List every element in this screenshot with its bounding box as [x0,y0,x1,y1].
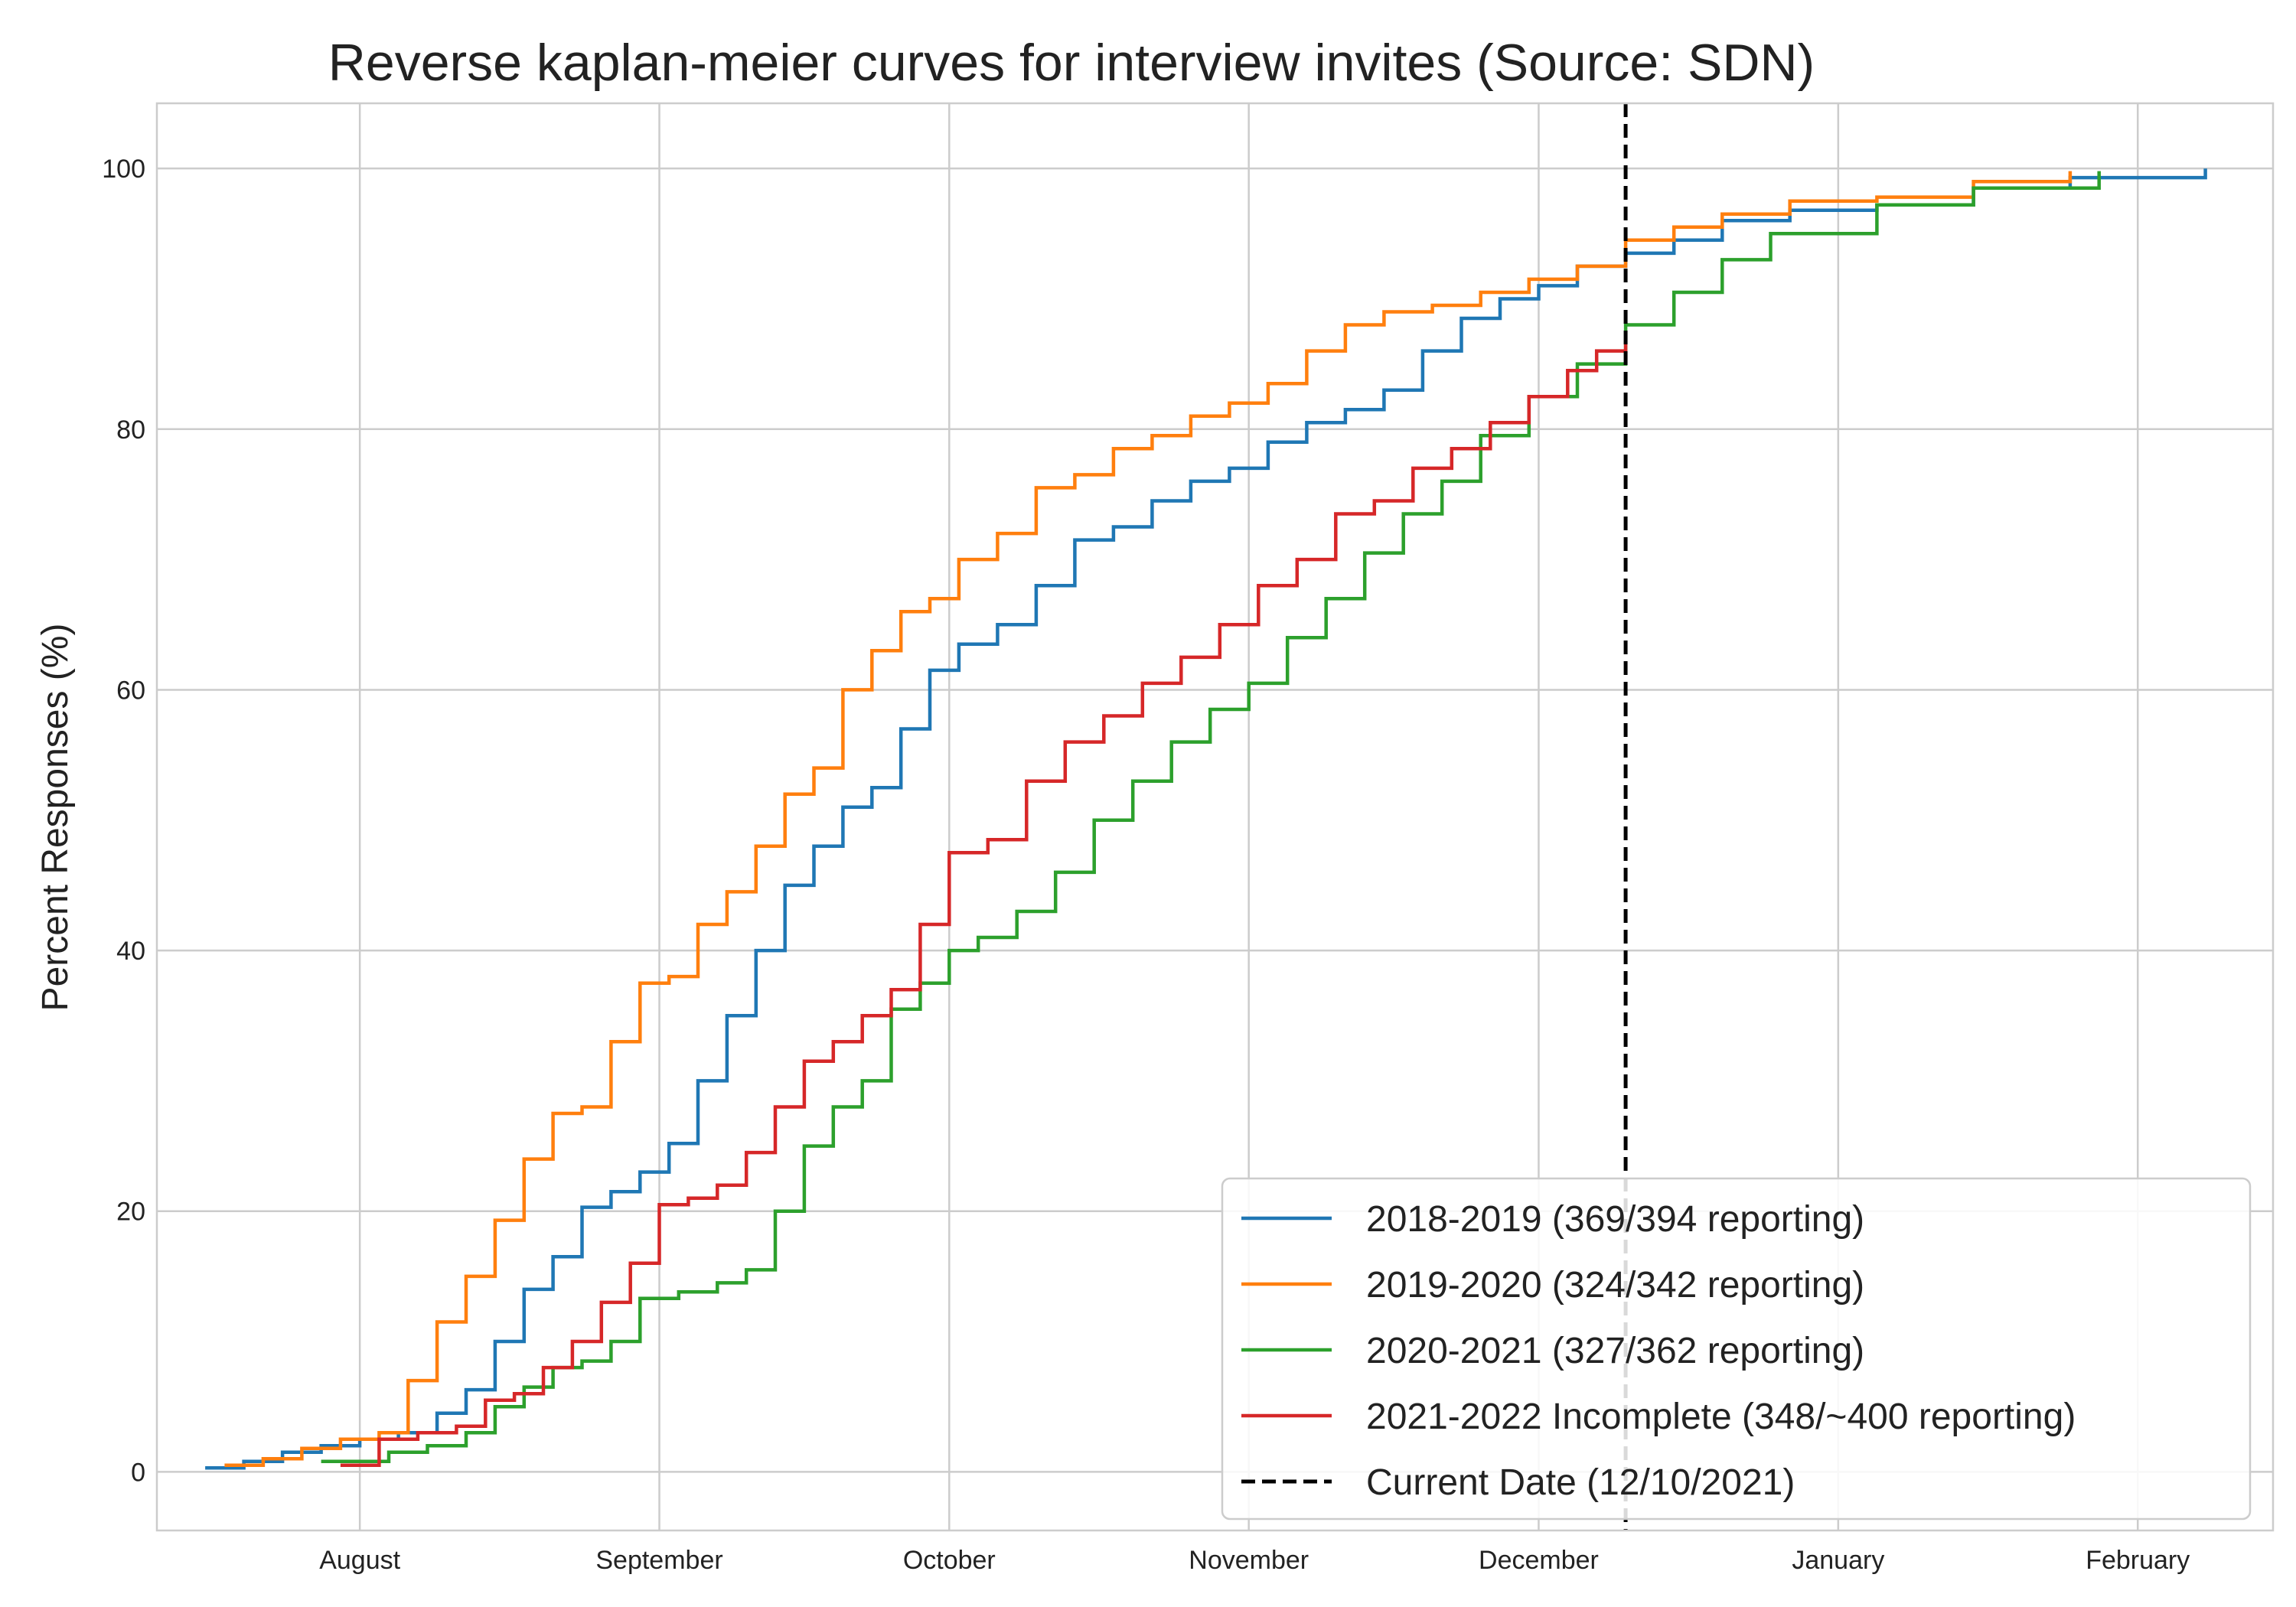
series-line-3 [321,171,2101,1463]
plot-area [155,102,2275,1532]
x-axis-ticks: August September October November December Ja… [319,1546,2190,1575]
plot-border [155,102,2275,1532]
x-tick-label: November [1189,1546,1309,1575]
legend-label: 2019-2020 (324/342 reporting) [1366,1265,1864,1305]
series-line-4 [340,341,1628,1468]
series-lines [205,168,2207,1470]
x-tick-label: September [595,1546,722,1575]
y-tick-label: 100 [102,155,145,184]
y-tick-label: 20 [116,1198,145,1227]
y-tick-label: 80 [116,416,145,445]
y-axis-label: Percent Responses (%) [35,624,76,1012]
legend-label: Current Date (12/10/2021) [1366,1462,1795,1503]
chart-title: Reverse kaplan-meier curves for intervie… [328,34,1815,92]
x-tick-label: December [1479,1546,1599,1575]
y-tick-label: 40 [116,937,145,966]
legend: 2018-2019 (369/394 reporting) 2019-2020 (… [1221,1177,2252,1521]
x-tick-label: October [903,1546,996,1575]
legend-label: 2018-2019 (369/394 reporting) [1366,1199,1864,1240]
y-tick-label: 0 [131,1458,145,1487]
x-tick-label: February [2086,1546,2190,1575]
legend-box [1221,1177,2252,1521]
legend-label: 2021-2022 Incomplete (348/~400 reporting… [1366,1397,2076,1437]
x-tick-label: January [1792,1546,1884,1575]
series-line-2 [224,171,2073,1468]
y-tick-label: 60 [116,676,145,705]
x-tick-label: August [319,1546,400,1575]
legend-label: 2020-2021 (327/362 reporting) [1366,1331,1864,1371]
y-axis-ticks: 0 20 40 60 80 100 [102,155,145,1487]
